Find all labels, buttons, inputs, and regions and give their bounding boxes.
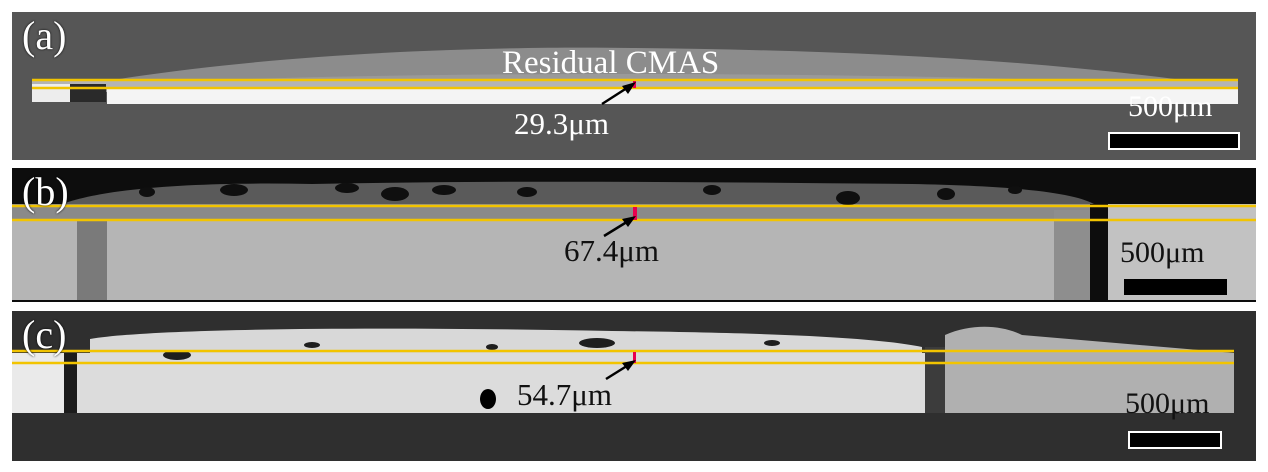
thickness-label: 54.7μm	[517, 377, 612, 412]
panel-label: (b)	[22, 169, 69, 214]
micrograph-c-image	[12, 311, 1256, 461]
scale-bar	[1124, 279, 1227, 295]
residual-cmas-label: Residual CMAS	[502, 45, 720, 81]
thickness-label: 29.3μm	[514, 106, 609, 141]
panel-label: (c)	[22, 312, 67, 357]
scale-bar-label: 500μm	[1125, 387, 1210, 420]
scale-bar	[1128, 431, 1222, 449]
thickness-label: 67.4μm	[564, 233, 659, 268]
void	[480, 389, 496, 409]
thickness-marker	[633, 81, 636, 88]
scale-bar-label: 500μm	[1128, 90, 1213, 123]
thickness-marker	[633, 207, 637, 220]
micrograph-panel-a: (a) Residual CMAS 29.3μm 500μm	[12, 12, 1256, 160]
thickness-marker	[633, 352, 636, 363]
scale-bar-label: 500μm	[1120, 236, 1205, 269]
micrograph-a-image	[12, 12, 1256, 160]
micrograph-b-image	[12, 168, 1256, 302]
micrograph-panel-c: (c) 54.7μm 500μm	[12, 311, 1256, 461]
scale-bar	[1108, 132, 1240, 150]
micrograph-panel-b: (b) 67.4μm 500μm	[12, 168, 1256, 302]
panel-label: (a)	[22, 13, 67, 58]
